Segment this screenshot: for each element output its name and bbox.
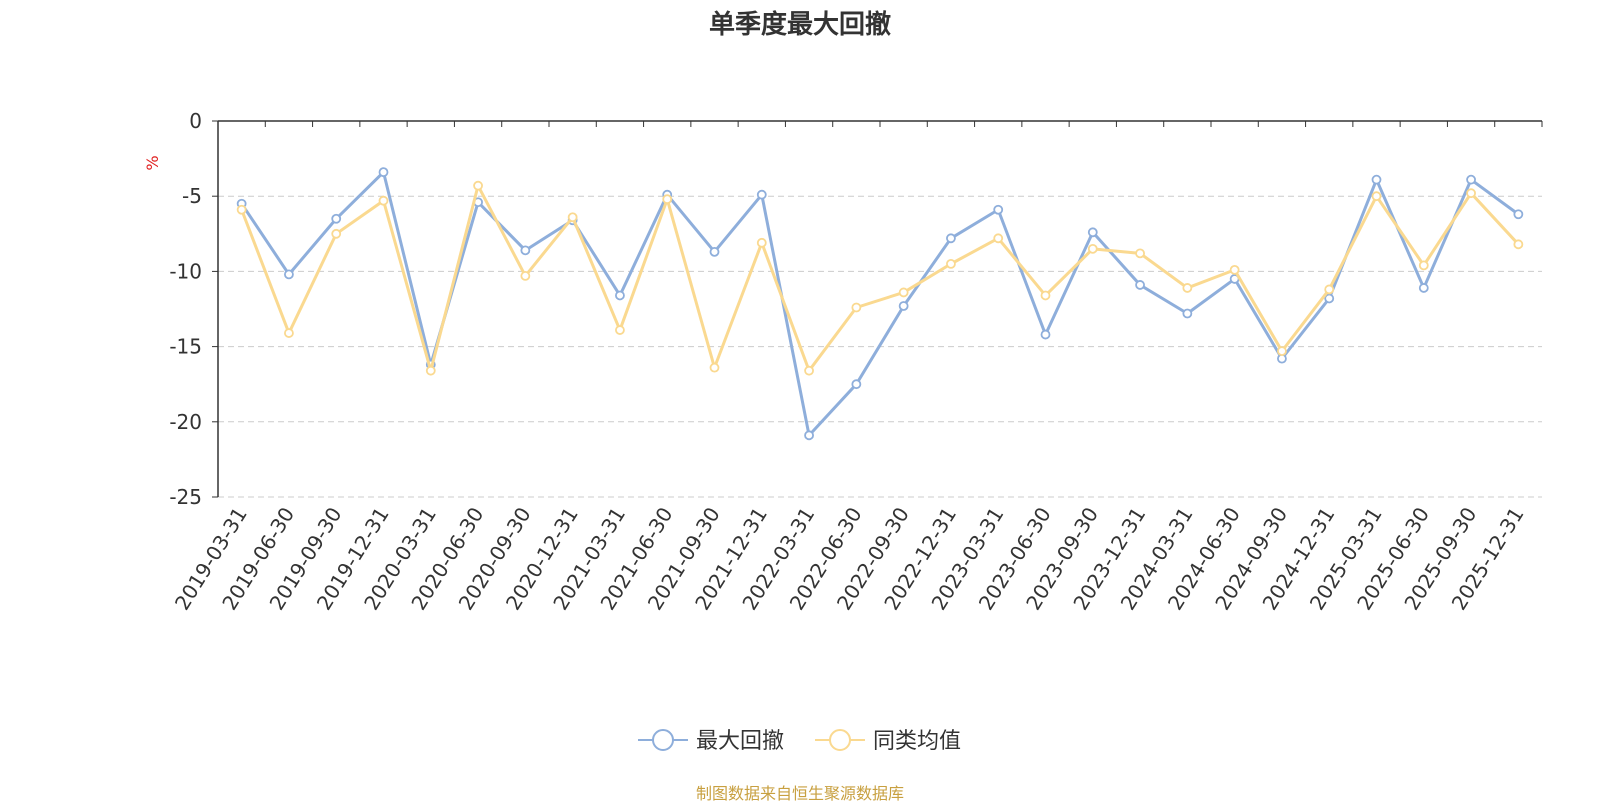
- data-point[interactable]: [1135, 280, 1145, 290]
- data-point[interactable]: [1371, 174, 1382, 185]
- series-line: [240, 170, 1520, 437]
- legend-label: 同类均值: [873, 729, 961, 754]
- data-point[interactable]: [425, 365, 436, 376]
- data-point[interactable]: [1418, 283, 1429, 293]
- data-point[interactable]: [946, 233, 956, 244]
- data-point[interactable]: [615, 325, 625, 335]
- chart-canvas: 0-5-10-15-20-25%2019-03-312019-06-302019…: [143, 109, 1543, 754]
- data-point[interactable]: [378, 195, 389, 206]
- y-tick-label: -25: [169, 485, 202, 509]
- data-point[interactable]: [756, 189, 767, 200]
- data-point[interactable]: [851, 302, 862, 313]
- data-point[interactable]: [1182, 283, 1193, 293]
- data-point[interactable]: [1087, 227, 1098, 238]
- data-point[interactable]: [520, 271, 531, 281]
- data-point[interactable]: [804, 430, 814, 441]
- data-point[interactable]: [1371, 191, 1382, 202]
- data-point[interactable]: [473, 180, 483, 191]
- data-point[interactable]: [520, 245, 531, 256]
- data-point[interactable]: [1182, 308, 1193, 319]
- data-point[interactable]: [662, 194, 673, 205]
- data-point[interactable]: [1466, 188, 1476, 199]
- data-point[interactable]: [851, 379, 862, 390]
- data-point[interactable]: [709, 246, 720, 257]
- data-point[interactable]: [898, 287, 909, 298]
- data-point[interactable]: [567, 212, 578, 223]
- data-point[interactable]: [1087, 243, 1098, 254]
- y-axis-label: %: [143, 155, 162, 170]
- data-point[interactable]: [756, 237, 767, 248]
- legend-label: 最大回撤: [696, 729, 784, 754]
- legend-item-1[interactable]: 最大回撤: [638, 729, 784, 754]
- series-2: [236, 180, 1524, 376]
- data-point[interactable]: [331, 228, 342, 239]
- data-point[interactable]: [284, 328, 294, 338]
- data-point[interactable]: [1229, 264, 1240, 275]
- legend: 最大回撤 同类均值: [638, 729, 961, 754]
- series: [236, 167, 1524, 441]
- data-point[interactable]: [993, 204, 1004, 215]
- data-point[interactable]: [1324, 284, 1335, 295]
- data-point[interactable]: [946, 258, 956, 269]
- legend-marker: [652, 729, 674, 751]
- data-point[interactable]: [898, 301, 909, 311]
- data-point[interactable]: [1324, 293, 1335, 304]
- y-tick-label: -15: [169, 335, 202, 359]
- chart-title: 单季度最大回撤: [708, 10, 891, 40]
- data-point[interactable]: [709, 362, 720, 373]
- data-point[interactable]: [1277, 346, 1287, 357]
- data-point[interactable]: [1513, 239, 1524, 250]
- legend-item-2[interactable]: 同类均值: [815, 729, 961, 754]
- data-source-note: 制图数据来自恒生聚源数据库: [695, 784, 904, 803]
- data-point[interactable]: [1040, 329, 1051, 340]
- data-point[interactable]: [1418, 260, 1429, 271]
- data-point[interactable]: [1466, 174, 1476, 185]
- series-line: [240, 184, 1520, 373]
- data-point[interactable]: [1040, 290, 1051, 301]
- axes: 0-5-10-15-20-25%2019-03-312019-06-302019…: [143, 109, 1543, 614]
- y-tick-label: -5: [182, 184, 202, 208]
- data-point[interactable]: [236, 204, 247, 215]
- data-point[interactable]: [331, 213, 342, 224]
- data-point[interactable]: [615, 290, 625, 301]
- y-tick-label: -10: [169, 259, 202, 283]
- data-point[interactable]: [804, 365, 814, 376]
- data-point[interactable]: [378, 167, 389, 178]
- data-point[interactable]: [1513, 209, 1524, 220]
- data-point[interactable]: [993, 233, 1004, 244]
- legend-marker: [829, 729, 851, 751]
- data-point[interactable]: [284, 269, 294, 280]
- y-tick-label: -20: [169, 410, 202, 434]
- series-1: [236, 167, 1524, 441]
- y-tick-label: 0: [189, 109, 202, 133]
- data-point[interactable]: [1135, 248, 1145, 259]
